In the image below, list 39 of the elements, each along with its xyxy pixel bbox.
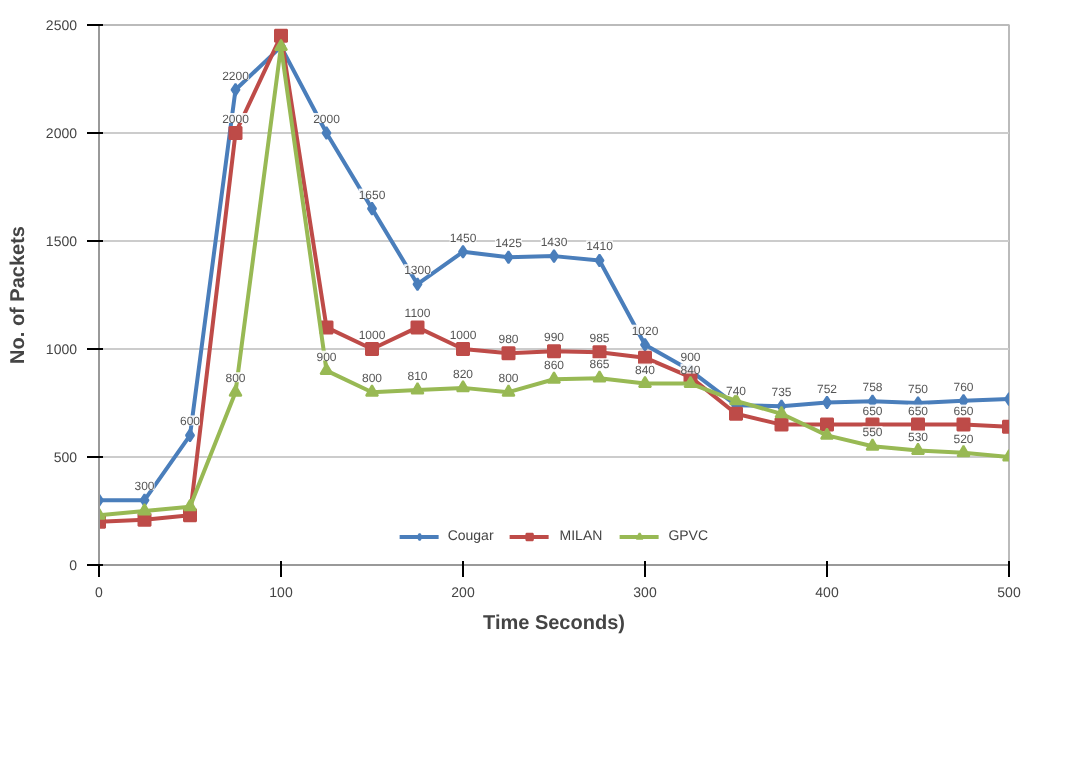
point xyxy=(774,405,789,419)
point xyxy=(228,126,243,140)
y-axis-title: No. of Packets xyxy=(7,225,30,364)
point xyxy=(865,438,880,451)
point xyxy=(365,342,379,356)
point xyxy=(592,345,607,360)
point xyxy=(956,417,971,432)
point xyxy=(547,371,561,384)
point xyxy=(820,417,834,432)
point xyxy=(729,406,743,421)
point xyxy=(683,375,698,389)
point xyxy=(638,375,652,389)
point xyxy=(230,82,241,97)
point xyxy=(503,250,514,265)
point xyxy=(594,253,605,268)
point xyxy=(410,382,425,395)
point xyxy=(321,126,332,140)
point xyxy=(547,344,561,359)
point xyxy=(501,384,516,397)
point xyxy=(956,444,971,458)
point xyxy=(820,427,834,440)
point xyxy=(774,417,789,432)
point xyxy=(911,417,925,432)
point xyxy=(319,362,334,376)
point xyxy=(456,379,470,393)
point xyxy=(137,503,152,516)
x-axis-title: Time Seconds) xyxy=(483,613,625,635)
point xyxy=(183,498,197,512)
point xyxy=(638,350,652,365)
point xyxy=(456,342,470,356)
point xyxy=(410,320,425,335)
point xyxy=(139,493,150,508)
point xyxy=(412,277,423,292)
point xyxy=(501,346,516,361)
point xyxy=(365,384,379,397)
point xyxy=(592,370,607,383)
point xyxy=(274,28,288,43)
point xyxy=(228,384,243,397)
point xyxy=(911,442,925,455)
